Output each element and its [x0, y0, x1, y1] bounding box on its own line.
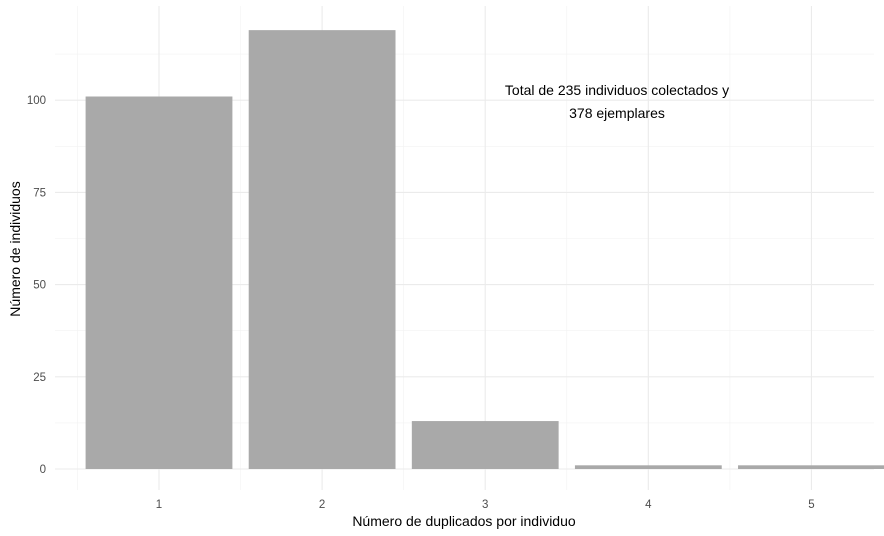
y-tick-label: 50 — [33, 280, 46, 292]
x-tick-label: 5 — [808, 499, 814, 511]
bar-1 — [85, 96, 233, 470]
x-axis-title: Número de duplicados por individuo — [352, 513, 576, 529]
x-tick-labels: 1 2 3 4 5 — [156, 499, 815, 511]
x-tick-label: 3 — [482, 499, 488, 511]
x-tick-label: 1 — [156, 499, 162, 511]
y-tick-label: 75 — [33, 187, 46, 199]
bar-5 — [738, 465, 884, 469]
bars — [85, 30, 884, 470]
annotation-line-2: 378 ejemplares — [569, 105, 665, 121]
bar-4 — [574, 465, 722, 469]
annotation-line-1: Total de 235 individuos colectados y — [505, 82, 729, 98]
y-tick-label: 100 — [27, 95, 46, 107]
y-tick-label: 0 — [40, 464, 46, 476]
x-tick-label: 2 — [319, 499, 325, 511]
y-tick-label: 25 — [33, 372, 46, 384]
y-tick-labels: 0 25 50 75 100 — [27, 95, 46, 476]
bar-3 — [411, 421, 559, 469]
bar-2 — [248, 30, 396, 470]
y-axis-title: Número de individuos — [7, 181, 23, 316]
x-tick-label: 4 — [645, 499, 652, 511]
